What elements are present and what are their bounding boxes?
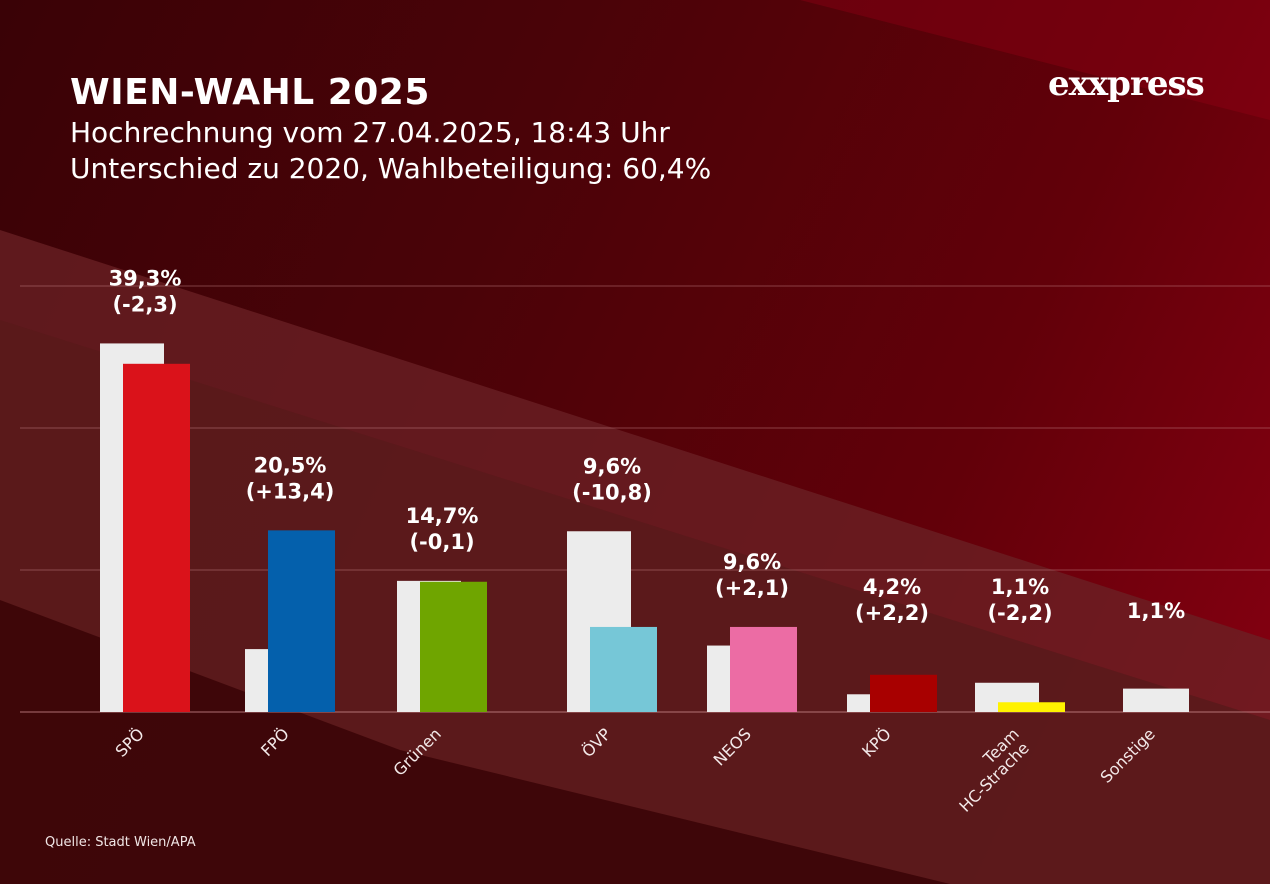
bar-2025 [730,626,797,712]
chart-subtitle-date: Hochrechnung vom 27.04.2025, 18:43 Uhr [70,116,670,149]
value-label: 9,6% [583,454,641,478]
category-label: NEOS [710,724,755,769]
category-label: Sonstige [1097,724,1159,786]
change-label: (+2,2) [855,601,929,625]
bar-2025 [420,581,487,712]
chart-title: WIEN-WAHL 2025 [70,72,430,113]
bar-2025 [998,702,1065,712]
value-label: 39,3% [109,266,182,290]
change-label: (-0,1) [409,530,474,554]
value-label: 1,1% [1127,599,1185,623]
exxpress-logo: exxpress [1048,64,1205,104]
bar-2025 [870,674,937,712]
value-label: 14,7% [406,504,479,528]
value-label: 1,1% [991,575,1049,599]
change-label: (-2,3) [112,292,177,316]
value-label: 9,6% [723,550,781,574]
category-label: ÖVP [578,724,615,761]
source-note: Quelle: Stadt Wien/APA [45,835,196,850]
chart-subtitle-turnout: Unterschied zu 2020, Wahlbeteiligung: 60… [70,152,712,185]
change-label: (+2,1) [715,576,789,600]
category-label: FPÖ [257,724,293,760]
category-label: SPÖ [111,724,147,760]
category-label: KPÖ [858,724,895,761]
change-label: (-2,2) [987,601,1052,625]
change-label: (-10,8) [572,480,652,504]
bar-2025 [1123,688,1189,712]
value-label: 4,2% [863,575,921,599]
category-label: Grünen [389,724,444,779]
bar-2025 [123,363,190,712]
change-label: (+13,4) [246,479,335,503]
bar-2025 [268,530,335,712]
bar-2025 [590,626,657,712]
value-label: 20,5% [254,453,327,477]
